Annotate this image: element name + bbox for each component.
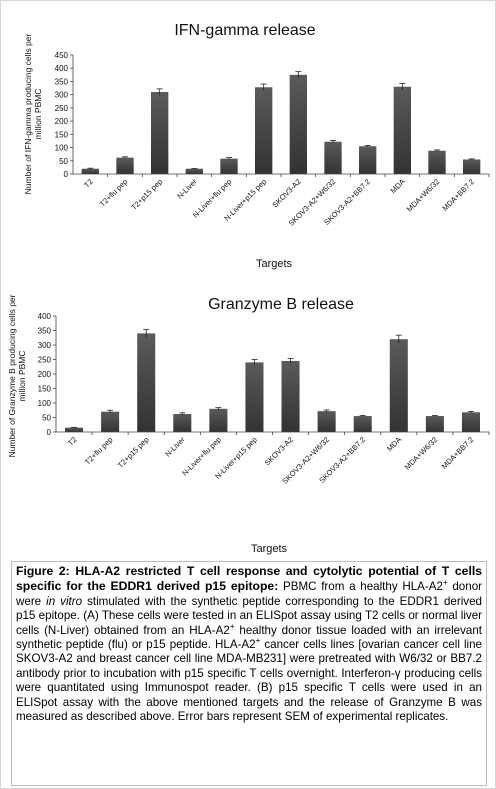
category-label: SKOV3-A2 [270,177,302,209]
y-axis-label: million PBMC [33,88,43,139]
bar [461,412,480,432]
bar [137,333,156,432]
bar [281,360,300,432]
x-axis-label: Targets [251,543,288,555]
category-label: MDA+BB7.2 [440,177,476,213]
category-label: MDA [389,177,407,195]
category-label: T2+flu pep [83,435,115,467]
bar [324,141,342,174]
caption-sup-2: + [229,621,235,631]
y-tick-label: 350 [55,77,69,86]
y-axis-label: Number of IFN-gamma producing cells per [23,34,33,195]
figure-caption: Figure 2: HLA-A2 restricted T cell respo… [11,561,487,786]
category-label: T2+p15 pep [116,435,151,470]
category-label: N-Liver [175,177,199,201]
granzyme-b-chart: Granzyme B release Number of Granzyme B p… [7,294,490,555]
category-label: MDA+BB7.2 [440,435,476,471]
bar [209,408,228,432]
bar [389,339,408,432]
chart-title: Granzyme B release [208,296,354,313]
category-label: T2 [66,435,79,448]
caption-text-1: PBMC from a healthy HLA-A2 [278,580,443,594]
category-label: MDA [385,435,403,453]
bar [359,146,377,174]
category-label: T2+flu pep [98,177,130,209]
y-tick-label: 50 [59,157,68,166]
bar [101,411,120,432]
y-tick-label: 100 [38,399,52,408]
category-label: N-Liver [163,435,187,459]
bar [116,157,134,174]
chart-title: IFN-gamma release [174,22,315,39]
bar [173,414,192,432]
y-tick-label: 250 [55,104,69,113]
caption-title: Figure 2: HLA-A2 restricted T cell respo… [16,564,482,594]
y-tick-label: 350 [38,327,52,336]
bar [220,158,238,174]
bar [393,86,411,174]
y-tick-label: 150 [38,385,52,394]
bar [317,411,336,432]
bar [255,87,273,174]
category-label: T2 [82,177,95,190]
y-tick-label: 150 [55,130,69,139]
bar [289,74,307,174]
bar [428,150,446,174]
caption-sup-3: + [255,636,261,646]
category-label: MDA+W6/32 [405,177,442,214]
bar [81,168,99,174]
y-tick-label: 300 [55,91,69,100]
bar [353,416,372,432]
y-tick-label: 50 [42,414,51,423]
y-tick-label: 200 [38,370,52,379]
x-axis-label: Targets [256,258,293,270]
caption-text-5: cancer cells lines [ovarian cancer cell … [16,638,482,724]
caption-text-4: healthy donor tissue loaded with an irre… [16,623,483,652]
bar [245,362,264,432]
y-tick-label: 0 [47,428,52,437]
y-tick-label: 400 [55,64,69,73]
category-label: T2+p15 pep [129,177,164,212]
bar [185,168,203,174]
y-tick-label: 250 [38,356,52,365]
caption-sup-1: + [442,578,448,588]
y-tick-label: 100 [55,144,69,153]
category-label: MDA+W6/32 [403,435,440,472]
category-label: SKOV3-A2 [263,435,295,467]
bar [65,427,84,432]
bar [463,159,481,174]
y-tick-label: 300 [38,341,52,350]
y-tick-label: 200 [55,117,69,126]
y-tick-label: 0 [64,170,69,179]
y-tick-label: 450 [55,51,69,60]
caption-in-vitro: in vitro [46,594,83,608]
y-axis-label: Number of Granzyme B producing cells per [7,294,17,457]
caption-text-2: donor were [16,580,483,608]
bar [425,416,444,432]
y-axis-label: million PBMC [17,350,27,401]
y-tick-label: 400 [38,312,52,321]
caption-text-3: stimulated with the synthetic peptide co… [16,594,482,637]
bar [151,92,169,174]
ifn-gamma-chart: IFN-gamma release Number of IFN-gamma pro… [23,22,490,270]
